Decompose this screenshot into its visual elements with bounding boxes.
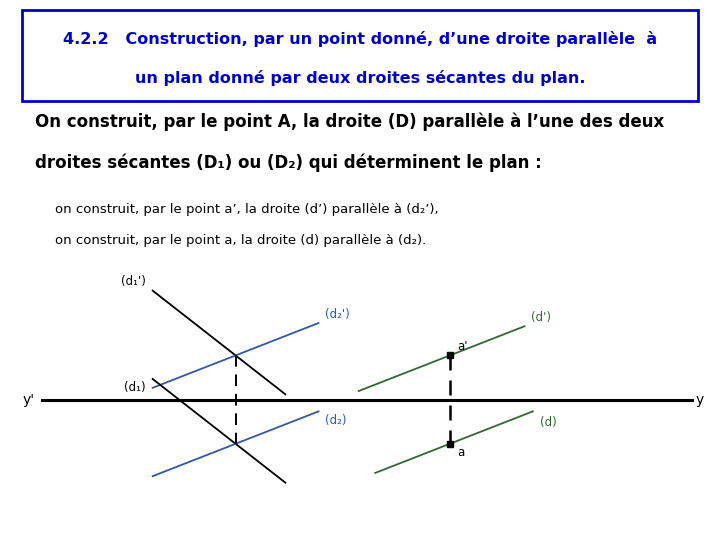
Text: droites sécantes (D₁) ou (D₂) qui déterminent le plan :: droites sécantes (D₁) ou (D₂) qui déterm…	[35, 154, 542, 172]
Text: (d₂'): (d₂')	[325, 308, 350, 321]
Text: (d): (d)	[540, 416, 557, 429]
Text: (d₁'): (d₁')	[121, 275, 145, 288]
Text: on construit, par le point a, la droite (d) parallèle à (d₂).: on construit, par le point a, la droite …	[55, 234, 427, 247]
Text: y': y'	[23, 393, 35, 407]
Text: un plan donné par deux droites sécantes du plan.: un plan donné par deux droites sécantes …	[135, 70, 585, 86]
Text: (d'): (d')	[531, 311, 552, 324]
Text: On construit, par le point A, la droite (D) parallèle à l’une des deux: On construit, par le point A, la droite …	[35, 113, 665, 131]
Text: a': a'	[456, 340, 467, 353]
Text: (d₂): (d₂)	[325, 414, 347, 427]
FancyBboxPatch shape	[22, 10, 698, 101]
Text: 4.2.2   Construction, par un point donné, d’une droite parallèle  à: 4.2.2 Construction, par un point donné, …	[63, 31, 657, 48]
Text: (d₁): (d₁)	[124, 381, 145, 394]
Text: a: a	[456, 446, 464, 459]
Text: y: y	[696, 393, 703, 407]
Text: on construit, par le point a’, la droite (d’) parallèle à (d₂’),: on construit, par le point a’, la droite…	[55, 202, 439, 215]
